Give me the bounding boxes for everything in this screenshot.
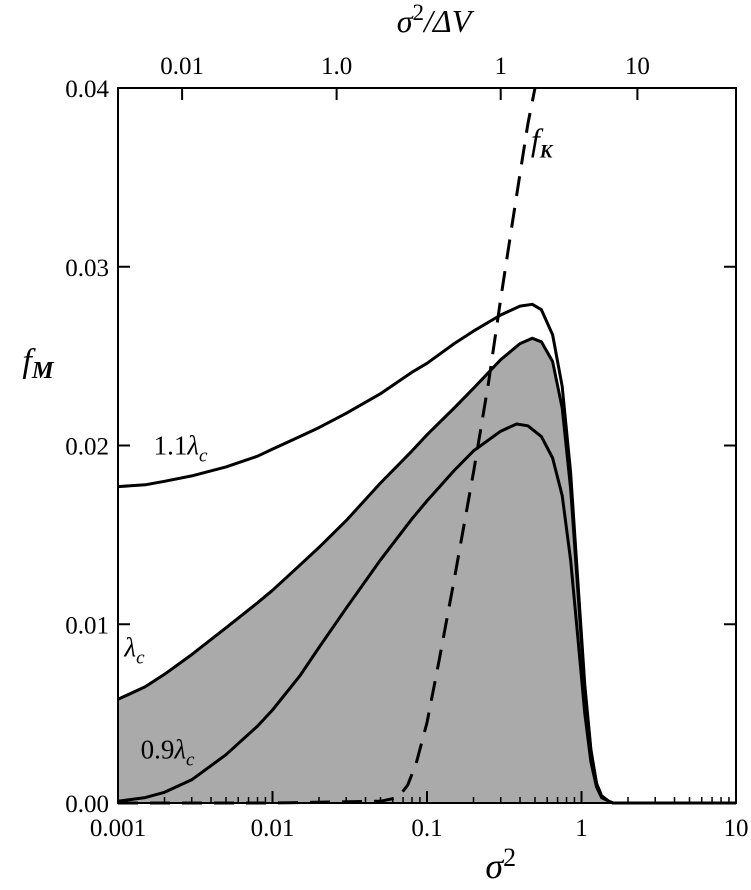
y-tick-label: 0.00 [65, 791, 109, 818]
x-tick-label: 0.001 [90, 815, 146, 842]
top-tick-label: 0.01 [160, 53, 204, 80]
y-tick-label: 0.02 [65, 434, 109, 461]
y-tick-label: 0.01 [65, 612, 109, 639]
top-tick-label: 1.0 [321, 53, 352, 80]
y-tick-label: 0.04 [65, 76, 109, 103]
curve-label-1: 1.1λc [154, 430, 208, 466]
x-tick-label: 1 [575, 815, 588, 842]
x-tick-label: 0.1 [411, 815, 442, 842]
top-axis-title: σ2/ΔV [397, 0, 475, 39]
top-tick-label: 10 [625, 53, 650, 80]
shaded-area [118, 338, 736, 803]
y-axis-title: fM [22, 343, 54, 384]
curve-label-3: 0.9λc [141, 734, 195, 770]
series-line-3 [118, 87, 537, 805]
top-tick-label: 1 [494, 53, 507, 80]
series-layer [117, 87, 736, 805]
x-tick-label: 10 [724, 815, 749, 842]
curve-label-2: λc [123, 632, 145, 668]
x-tick-label: 0.01 [251, 815, 295, 842]
curve-label-0: fK [531, 122, 554, 163]
x-axis-title: σ2 [485, 843, 516, 886]
series-line-2 [117, 422, 736, 805]
tick-layer: 0.001 0.01 0.1 1 10 0.00 0.01 0.02 0.03 0.04 0.01 1… [65, 53, 748, 842]
shaded-area-layer [118, 338, 736, 803]
y-tick-label: 0.03 [65, 255, 109, 282]
